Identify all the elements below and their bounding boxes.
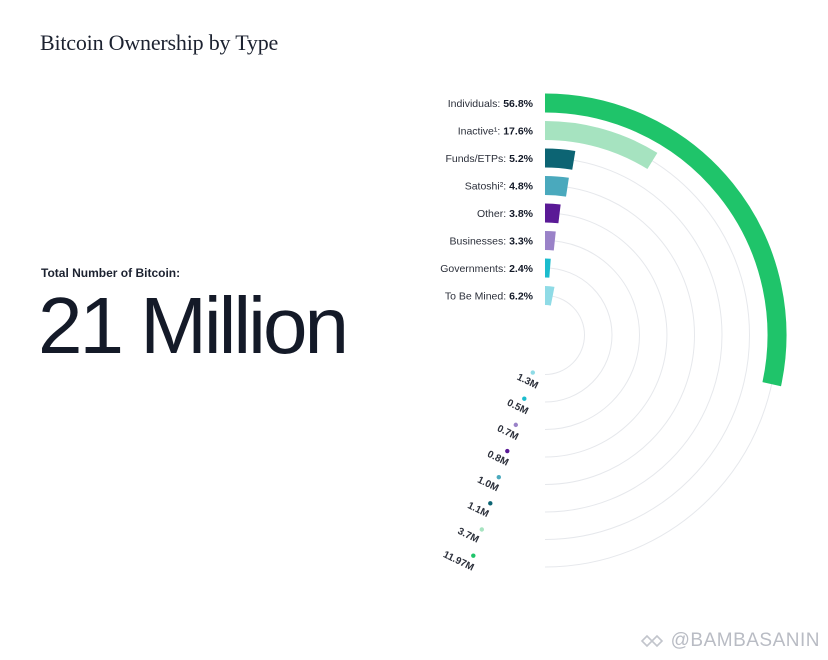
bar-5 [544, 203, 561, 224]
category-label-4: Satoshi²: 4.8% [465, 181, 534, 193]
amount-dot-5 [505, 448, 510, 454]
amount-dot-8 [530, 370, 535, 375]
total-label: Total Number of Bitcoin: [41, 266, 181, 280]
category-label-2: Inactive¹: 17.6% [458, 126, 534, 138]
chart-title: Bitcoin Ownership by Type [40, 30, 279, 55]
guide-arc [544, 212, 668, 458]
bar-6 [544, 231, 556, 251]
chart-guide-arcs [544, 102, 778, 568]
watermark: @BAMBASANIN [640, 630, 820, 652]
bar-8 [544, 286, 555, 306]
amount-dot-1 [471, 553, 476, 558]
category-label-5: Other: 3.8% [477, 208, 534, 220]
category-label-6: Businesses: 3.3% [450, 236, 534, 248]
bar-1 [544, 93, 787, 387]
amount-label-4: 1.0M [475, 475, 500, 495]
category-label-3: Funds/ETPs: 5.2% [445, 153, 533, 165]
amount-label-2: 3.7M [456, 526, 481, 546]
guide-arc [544, 295, 585, 375]
guide-arc [544, 267, 613, 403]
category-label-1: Individuals: 56.8% [448, 98, 534, 110]
diamond-logo-icon [640, 634, 663, 648]
guide-arc [544, 102, 778, 568]
category-label-8: To Be Mined: 6.2% [445, 291, 534, 303]
amount-dot-4 [496, 474, 501, 480]
amount-label-3: 1.1M [466, 500, 491, 520]
guide-arc [544, 240, 640, 430]
bar-4 [544, 176, 569, 197]
guide-arc [544, 185, 695, 485]
guide-arc [544, 157, 723, 513]
bar-2 [544, 121, 658, 170]
amount-dot-7 [522, 396, 527, 401]
watermark-text: @BAMBASANIN [670, 630, 820, 651]
amount-label-1: 11.97M [441, 549, 475, 573]
category-label-7: Governments: 2.4% [440, 263, 533, 275]
chart-category-labels: Individuals: 56.8% Inactive¹: 17.6% Funds/… [440, 98, 533, 303]
amount-dot-3 [488, 501, 493, 506]
amount-dot-6 [513, 422, 518, 428]
chart-bars [544, 93, 787, 387]
amount-label-8: 1.3M [515, 372, 540, 392]
amount-dot-2 [479, 527, 485, 532]
amount-label-7: 0.5M [505, 398, 530, 418]
total-value: 21 Million [38, 281, 349, 370]
bar-3 [544, 148, 576, 170]
